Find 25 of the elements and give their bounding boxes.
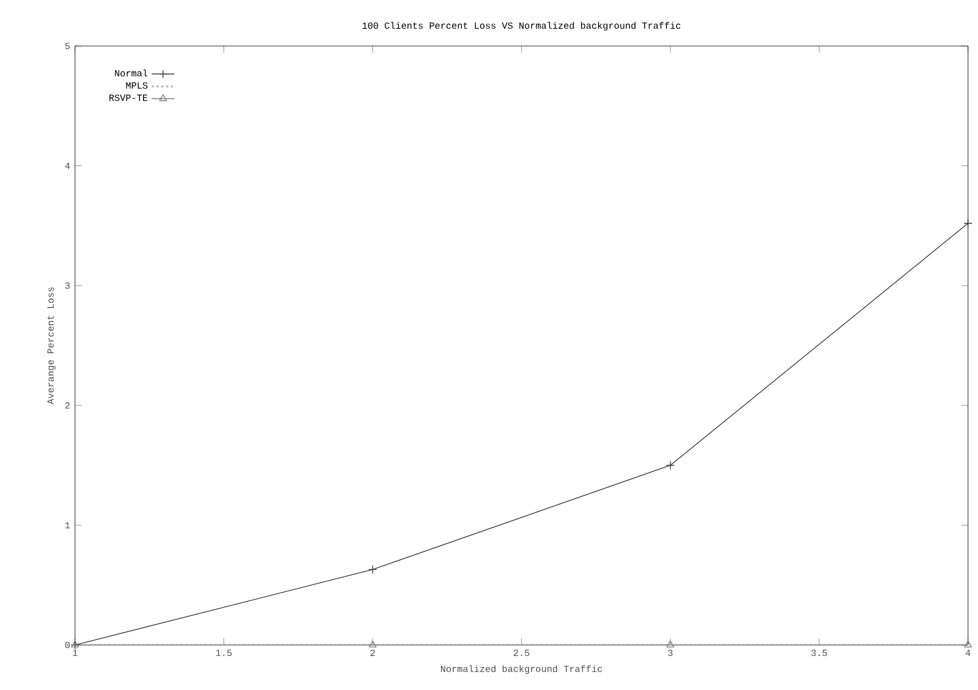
point [666, 460, 675, 470]
y-tick-label: 5 [65, 42, 70, 50]
x-axis-title: Normalized background Traffic [441, 665, 602, 674]
point [964, 640, 972, 648]
point [964, 218, 972, 228]
y-tick-label: 2 [65, 402, 70, 409]
point [368, 565, 378, 574]
point [666, 640, 674, 648]
chart-title: 100 Clients Percent Loss VS Normalized background Traffic [362, 22, 680, 31]
y-tick-label: 1 [65, 522, 70, 528]
x-tick-label: 2 [370, 650, 375, 656]
y-tick-label: 3 [65, 282, 70, 289]
x-tick-label: 1.5 [216, 650, 232, 656]
y-tick-label: 4 [65, 162, 70, 169]
x-tick-label: 2.5 [514, 650, 530, 656]
point [368, 640, 377, 648]
x-tick-label: 3 [668, 650, 673, 656]
legend-label: MPLS [126, 82, 148, 89]
x-tick-label: 3.5 [811, 650, 827, 656]
x-tick-label: 1 [72, 650, 78, 656]
legend-label: RSVP-TE [109, 94, 148, 101]
legend-label: Normal [115, 70, 148, 76]
y-tick-label: 0 [65, 642, 70, 648]
y-axis-title: Averange Percent Loss [47, 287, 56, 404]
x-tick-label: 4 [966, 650, 970, 656]
